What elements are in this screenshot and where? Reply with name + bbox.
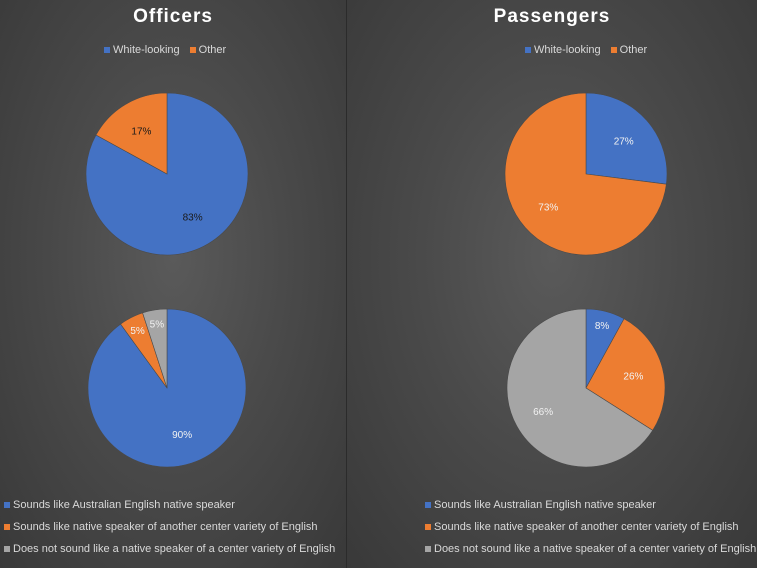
passengers-appearance-pie: 27% 73% bbox=[504, 92, 668, 256]
officers-accent-pie: 90% 5% 5% bbox=[87, 308, 247, 468]
legend-item-australian-english: Sounds like Australian English native sp… bbox=[425, 498, 756, 512]
legend-item-other: Other bbox=[610, 44, 648, 56]
legend-item-other: Other bbox=[189, 44, 227, 56]
pie-data-label: 5% bbox=[150, 320, 165, 331]
legend-label: White-looking bbox=[534, 44, 601, 56]
pie-slice bbox=[506, 308, 654, 468]
legend-label: Does not sound like a native speaker of … bbox=[13, 543, 336, 555]
pie-data-label: 27% bbox=[614, 136, 634, 147]
legend-swatch-orange bbox=[425, 524, 431, 530]
legend-label: Other bbox=[619, 44, 648, 56]
officers-title: Officers bbox=[133, 6, 213, 27]
legend-label: Other bbox=[198, 44, 227, 56]
legend-swatch-orange bbox=[610, 47, 617, 53]
pie-data-label: 5% bbox=[130, 326, 145, 337]
pie-data-label: 73% bbox=[538, 203, 558, 214]
legend-item-other-center-variety: Sounds like native speaker of another ce… bbox=[425, 520, 756, 534]
officers-appearance-pie: 83% 17% bbox=[85, 92, 249, 256]
panel-divider bbox=[346, 0, 347, 568]
legend-item-other-center-variety: Sounds like native speaker of another ce… bbox=[4, 520, 335, 534]
legend-item-not-native: Does not sound like a native speaker of … bbox=[425, 542, 756, 556]
passengers-panel bbox=[347, 0, 757, 568]
pie-slice bbox=[585, 92, 668, 185]
pie-slice bbox=[95, 92, 168, 175]
legend-swatch-blue bbox=[4, 502, 10, 508]
legend-label: Does not sound like a native speaker of … bbox=[434, 543, 757, 555]
passengers-title: Passengers bbox=[493, 6, 611, 27]
pie-data-label: 90% bbox=[172, 430, 192, 441]
legend-item-white-looking: White-looking bbox=[525, 44, 601, 56]
pie-slice bbox=[504, 92, 667, 256]
legend-swatch-gray bbox=[425, 546, 431, 552]
legend-swatch-gray bbox=[4, 546, 10, 552]
legend-item-not-native: Does not sound like a native speaker of … bbox=[4, 542, 335, 556]
legend-swatch-blue bbox=[525, 47, 531, 53]
legend-label: Sounds like native speaker of another ce… bbox=[434, 521, 739, 533]
legend-label: White-looking bbox=[113, 44, 180, 56]
legend-item-white-looking: White-looking bbox=[104, 44, 180, 56]
legend-label: Sounds like Australian English native sp… bbox=[13, 499, 235, 511]
pie-data-label: 17% bbox=[131, 126, 151, 137]
pie-slice bbox=[585, 318, 666, 431]
legend-swatch-blue bbox=[425, 502, 431, 508]
legend-swatch-blue bbox=[104, 47, 110, 53]
passengers-accent-legend: Sounds like Australian English native sp… bbox=[425, 498, 756, 564]
passengers-appearance-legend: White-looking Other bbox=[525, 44, 657, 56]
pie-slice bbox=[142, 308, 168, 389]
officers-appearance-legend: White-looking Other bbox=[104, 44, 236, 56]
legend-label: Sounds like native speaker of another ce… bbox=[13, 521, 318, 533]
pie-data-label: 8% bbox=[595, 321, 610, 332]
legend-swatch-orange bbox=[189, 47, 196, 53]
officers-accent-legend: Sounds like Australian English native sp… bbox=[4, 498, 335, 564]
pie-data-label: 83% bbox=[183, 213, 203, 224]
passengers-accent-pie: 8% 26% 66% bbox=[506, 308, 666, 468]
legend-label: Sounds like Australian English native sp… bbox=[434, 499, 656, 511]
pie-data-label: 26% bbox=[623, 371, 643, 382]
legend-item-australian-english: Sounds like Australian English native sp… bbox=[4, 498, 335, 512]
pie-data-label: 66% bbox=[533, 407, 553, 418]
legend-swatch-orange bbox=[4, 524, 10, 530]
